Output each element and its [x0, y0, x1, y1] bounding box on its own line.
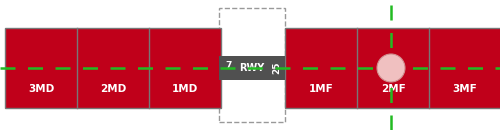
Text: 1MF: 1MF: [308, 84, 334, 94]
Bar: [5, 28, 221, 108]
Text: 3MF: 3MF: [452, 84, 477, 94]
Text: 25: 25: [272, 62, 281, 74]
Circle shape: [377, 54, 405, 82]
Text: 2MD: 2MD: [100, 84, 126, 94]
Bar: [219, 8, 285, 122]
Text: 1MD: 1MD: [172, 84, 198, 94]
Bar: [285, 28, 500, 108]
Text: 2MF: 2MF: [380, 84, 406, 94]
Text: 7: 7: [226, 61, 232, 70]
Bar: [219, 56, 285, 80]
Text: 3MD: 3MD: [28, 84, 54, 94]
Text: RWY: RWY: [240, 63, 264, 73]
